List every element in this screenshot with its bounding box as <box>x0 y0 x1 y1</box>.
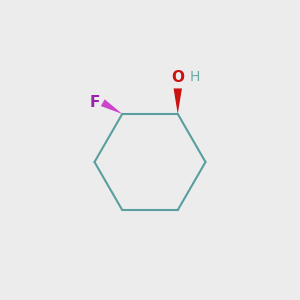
Text: F: F <box>89 95 100 110</box>
Polygon shape <box>101 99 122 114</box>
Text: H: H <box>189 70 200 84</box>
Text: O: O <box>171 70 184 85</box>
Polygon shape <box>174 88 182 114</box>
